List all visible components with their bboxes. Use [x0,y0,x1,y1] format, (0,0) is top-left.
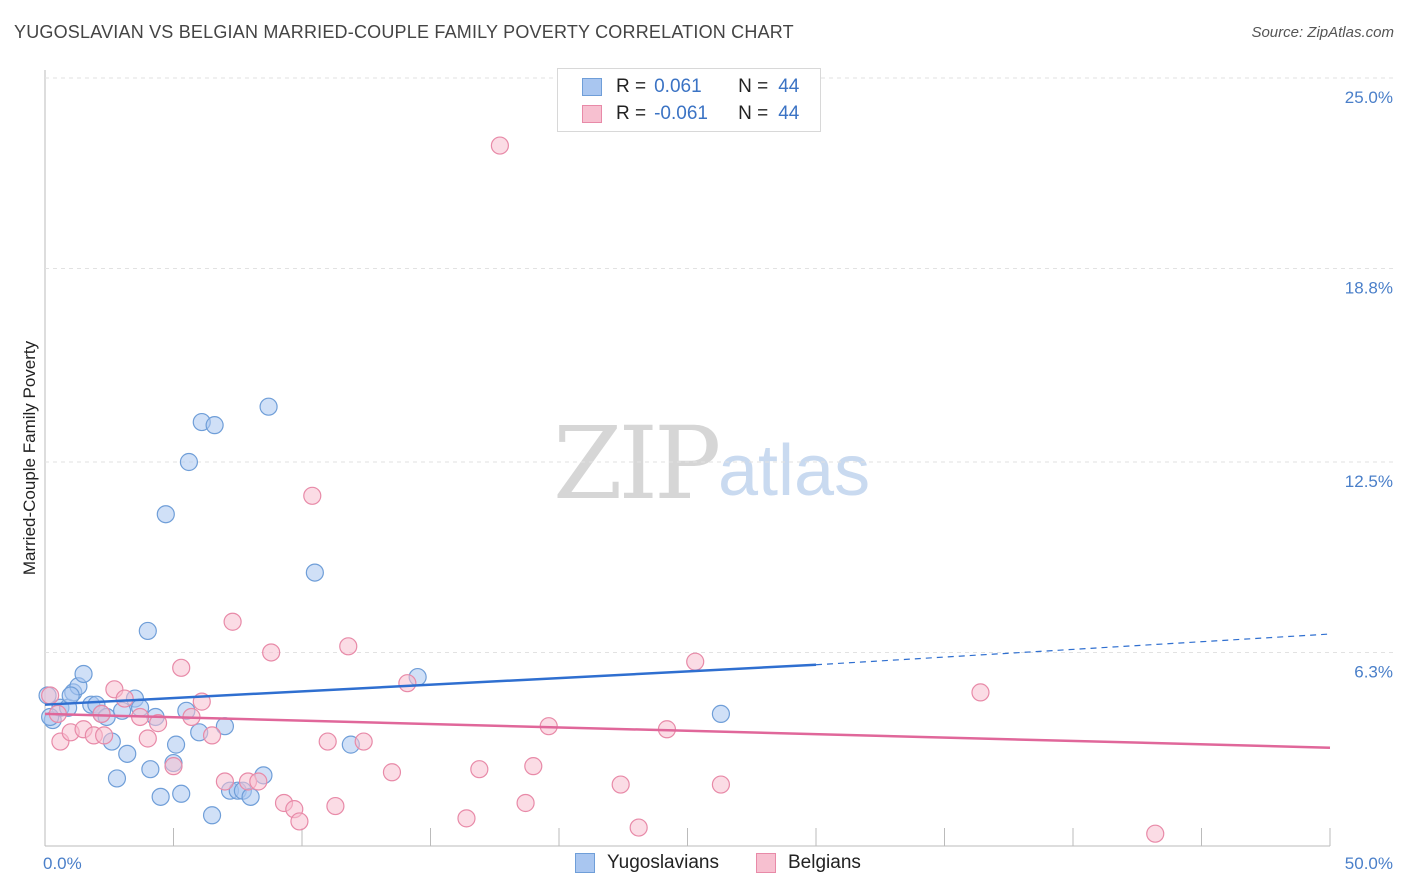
yugoslavians-point [241,787,260,806]
legend-n-label: N = [738,76,769,97]
belgians-point [249,772,268,791]
legend-series-label: Yugoslavians [607,852,719,873]
legend-row-belgians: R = -0.061 N = 44 [582,102,799,126]
belgians-point [262,643,281,662]
belgians-point [318,732,337,751]
chart-title: YUGOSLAVIAN VS BELGIAN MARRIED-COUPLE FA… [14,22,794,42]
legend-series-label: Belgians [788,852,861,873]
belgians-point [354,732,373,751]
legend-swatch-pink [582,105,602,123]
x-tick-label: 0.0% [43,854,82,873]
yugoslavians-point [205,416,224,435]
legend-n-label: N = [738,103,769,124]
legend-r-value: 0.061 [654,76,702,97]
yugoslavians-point [74,664,93,684]
yugoslavians-point [305,563,324,582]
y-axis-title: Married-Couple Family Poverty [20,340,39,575]
yugoslavians-point [151,787,170,806]
belgians-point [457,809,476,828]
yugoslavians-point [156,505,175,524]
belgians-point [971,683,990,702]
belgians-point [686,652,705,671]
belgians-point [115,689,134,708]
belgians-point [611,775,630,794]
belgians-point [41,686,60,705]
watermark-atlas: atlas [718,431,871,511]
yugoslavians-trend-line [44,663,817,706]
yugoslavians-point [172,784,191,803]
yugoslavians-point [202,806,222,825]
legend-r-label: R = [616,103,647,124]
correlation-legend: R = 0.061 N = 44 R = -0.061 N = 44 [557,68,821,132]
legend-swatch-blue [575,853,595,873]
y-tick-label: 18.8% [1345,278,1393,297]
belgians-point [164,757,183,776]
belgians-point [470,760,489,779]
belgians-point [172,658,191,677]
yugoslavians-point [118,744,137,763]
bottom-legend-belgians[interactable]: Belgians [756,852,861,874]
yugoslavians-point [138,621,157,641]
yugoslavians-point [711,704,731,724]
yugoslavians-trend-extension [815,633,1331,666]
legend-row-yugoslavians: R = 0.061 N = 44 [582,75,799,99]
legend-n-value: 44 [778,103,800,124]
belgians-point [138,729,157,748]
belgians-point [524,757,543,776]
y-tick-label: 25.0% [1345,88,1393,107]
bottom-legend-yugoslavians[interactable]: Yugoslavians [575,852,719,874]
y-tick-label: 6.3% [1354,662,1393,681]
belgians-point [382,763,402,782]
source-label: Source: ZipAtlas.com [1251,24,1394,41]
belgians-point [215,772,234,791]
belgians-point [92,704,111,724]
belgians-point [629,818,648,837]
yugoslavians-point [179,452,199,472]
yugoslavians-point [141,760,160,779]
belgians-point [516,793,535,813]
yugoslavians-point [107,769,127,788]
belgians-trend-line [44,712,1331,749]
yugoslavians-point [166,735,186,754]
belgians-point [326,796,345,816]
belgians-point [148,714,168,733]
legend-swatch-blue [582,78,602,96]
yugoslavians-point [61,686,80,705]
legend-r-label: R = [616,76,647,97]
belgians-point [1146,824,1165,843]
legend-swatch-pink [756,853,776,873]
belgians-point [202,726,222,745]
x-tick-label: 50.0% [1345,854,1393,873]
belgians-point [303,486,322,505]
belgians-point [95,726,114,745]
y-tick-label: 12.5% [1345,472,1393,491]
belgians-point [223,612,242,631]
yugoslavians-point [259,397,278,416]
belgians-point [290,812,309,831]
legend-n-value: 44 [778,76,800,97]
legend-r-value: -0.061 [654,103,708,124]
belgians-point [711,775,731,794]
belgians-point [339,637,358,656]
watermark-zip: ZIP [553,405,721,522]
belgians-point [398,674,417,693]
belgians-point [490,136,509,155]
